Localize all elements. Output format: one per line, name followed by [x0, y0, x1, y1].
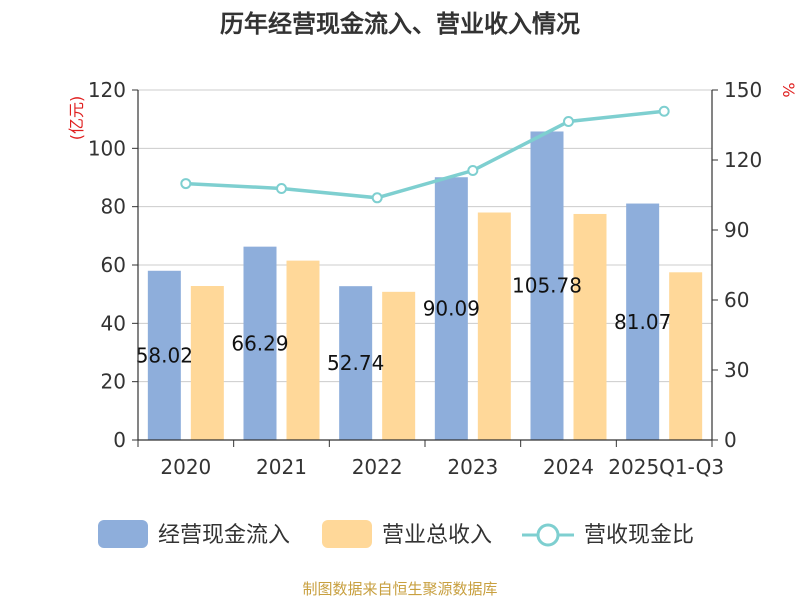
bar-cash-inflow [626, 203, 660, 440]
bar-revenue [573, 213, 607, 440]
legend-swatch-cash-inflow [98, 520, 148, 548]
bar-revenue [382, 291, 416, 440]
right-tick-label: 120 [724, 148, 762, 172]
right-tick-label: 150 [724, 78, 762, 102]
ratio-line [180, 105, 670, 204]
right-tick-label: 0 [724, 428, 737, 452]
legend-label-cash-inflow: 经营现金流入 [158, 523, 290, 548]
legend: 经营现金流入 营业总收入 营收现金比 [98, 520, 694, 548]
bar-data-label: 105.78 [512, 274, 582, 298]
ratio-point [371, 192, 383, 204]
ratio-point [467, 165, 479, 176]
bars [147, 131, 703, 441]
bar-data-label: 90.09 [423, 297, 480, 321]
bar-revenue [286, 260, 320, 440]
bar-data-label: 66.29 [231, 331, 288, 355]
right-tick-label: 30 [724, 358, 749, 382]
x-tick-label: 2020 [160, 455, 211, 479]
left-tick-label: 20 [101, 370, 126, 394]
ratio-line-path [185, 109, 665, 200]
left-tick-label: 100 [88, 136, 126, 160]
source-note: 制图数据来自恒生聚源数据库 [302, 580, 497, 598]
right-tick-label: 60 [724, 288, 749, 312]
bar-revenue [477, 212, 511, 440]
bar-cash-inflow [339, 286, 373, 440]
right-tick-label: 90 [724, 218, 749, 242]
legend-marker-ratio [536, 523, 560, 547]
x-tick-label: 2025Q1-Q3 [608, 455, 724, 479]
x-tick-label: 2023 [447, 455, 498, 479]
grid-lines [138, 89, 712, 383]
ratio-point [180, 178, 192, 190]
ratio-point [658, 105, 670, 117]
left-tick-label: 120 [88, 78, 126, 102]
bar-labels: 58.02 66.29 52.74 90.09 105.78 81.07 [136, 274, 672, 375]
bar-cash-inflow [530, 131, 564, 440]
x-tick-label: 2022 [352, 455, 403, 479]
bar-cash-inflow [147, 270, 181, 440]
right-axis-unit: % [779, 82, 798, 97]
left-tick-label: 40 [101, 311, 126, 335]
bar-data-label: 58.02 [136, 343, 193, 367]
bar-data-label: 81.07 [614, 310, 671, 334]
bar-data-label: 52.74 [327, 351, 384, 375]
ratio-point [563, 116, 574, 127]
bar-cash-inflow [243, 246, 277, 440]
left-tick-label: 80 [101, 195, 126, 219]
left-tick-label: 60 [101, 253, 126, 277]
left-axis-unit: (亿元) [67, 96, 86, 141]
x-tick-label: 2021 [256, 455, 307, 479]
ratio-point [276, 182, 287, 194]
x-tick-label: 2024 [543, 455, 594, 479]
chart-title: 历年经营现金流入、营业收入情况 [220, 10, 580, 38]
bar-revenue [190, 286, 224, 440]
legend-swatch-revenue [322, 520, 372, 548]
legend-label-ratio: 营收现金比 [584, 523, 694, 548]
bar-revenue [669, 272, 703, 440]
axes: 0 20 40 60 80 100 120 0 30 60 90 120 150 2020 2021 2022… [88, 78, 762, 479]
legend-label-revenue: 营业总收入 [382, 523, 492, 548]
left-tick-label: 0 [113, 428, 126, 452]
bar-cash-inflow [434, 177, 468, 441]
